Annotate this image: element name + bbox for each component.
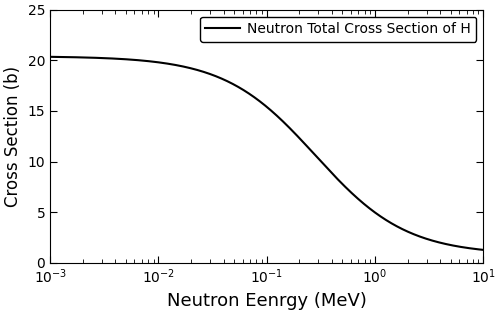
Neutron Total Cross Section of H <box>96 56 102 60</box>
X-axis label: Neutron Eenrgy (MeV): Neutron Eenrgy (MeV) <box>167 292 366 310</box>
Neutron Total Cross Section of H <box>122 57 128 61</box>
Line: Neutron Total Cross Section of H: Neutron Total Cross Section of H <box>50 57 484 250</box>
Y-axis label: Cross Section (b): Cross Section (b) <box>4 66 22 207</box>
Neutron Total Cross Section of H <box>214 74 220 78</box>
Neutron Total Cross Section of H <box>472 247 478 251</box>
Neutron Total Cross Section of H <box>47 55 53 59</box>
Legend: Neutron Total Cross Section of H: Neutron Total Cross Section of H <box>200 17 476 42</box>
Neutron Total Cross Section of H <box>425 237 431 241</box>
Neutron Total Cross Section of H <box>480 248 486 252</box>
Neutron Total Cross Section of H <box>232 83 238 87</box>
